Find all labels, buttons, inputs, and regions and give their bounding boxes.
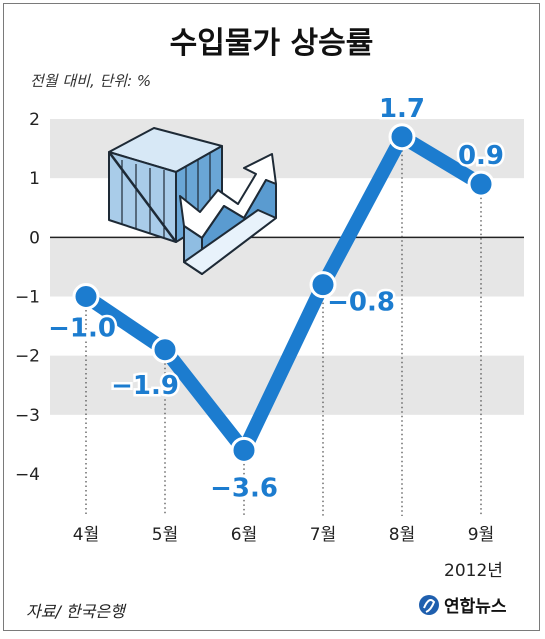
data-label: −3.6 (210, 473, 278, 503)
brand-name: 연합뉴스 (444, 597, 507, 617)
data-label: −1.0 (48, 314, 116, 344)
data-point (388, 123, 416, 151)
infographic: 수입물가 상승률 전월 대비, 단위: % (3, 3, 540, 631)
y-tick-label: −1 (15, 288, 40, 308)
x-tick-label: 7월 (310, 525, 336, 545)
x-tick-label: 4월 (73, 525, 99, 545)
cargo-box-rising-arrow-icon (107, 127, 277, 275)
x-tick-label: 9월 (468, 525, 494, 545)
drop-lines (85, 136, 482, 516)
data-point (309, 271, 337, 299)
x-axis-ticks: 4월 5월 6월 7월 8월 9월 (73, 525, 494, 545)
data-label: 0.9 (458, 141, 504, 171)
data-label: 1.7 (379, 94, 425, 124)
y-tick-label: 0 (29, 228, 40, 248)
chart-title: 수입물가 상승률 (169, 26, 374, 61)
unit-note: 전월 대비, 단위: % (30, 72, 152, 90)
year-note: 2012년 (444, 561, 503, 581)
y-tick-label: 1 (29, 169, 40, 189)
yonhap-logo-icon (419, 594, 439, 615)
data-point (151, 336, 179, 364)
data-point (467, 170, 495, 198)
brand-logo: 연합뉴스 (418, 592, 507, 617)
data-labels: −1.0 −1.9 −3.6 −0.8 1.7 0.9 (46, 91, 507, 506)
y-tick-label: −4 (15, 465, 40, 485)
series-polyline (79, 129, 488, 458)
source-note: 자료/ 한국은행 (26, 602, 125, 621)
data-label: −1.9 (111, 371, 179, 401)
data-label: −0.8 (327, 288, 395, 318)
x-tick-label: 8월 (389, 525, 415, 545)
y-tick-label: −2 (15, 347, 40, 367)
data-points (72, 123, 495, 464)
data-point (72, 283, 100, 310)
line-chart: 2 1 0 −1 −2 −3 −4 4월 5월 6월 7월 8월 9월 −1.0 −1.9 −3.6 −0.… (15, 91, 524, 545)
data-point (230, 436, 258, 464)
series-line (79, 129, 488, 458)
x-tick-label: 6월 (231, 525, 257, 545)
grid-band-1 (50, 237, 524, 297)
y-tick-label: 2 (29, 110, 40, 130)
y-axis-ticks: 2 1 0 −1 −2 −3 −4 (15, 110, 40, 485)
x-tick-label: 5월 (152, 525, 178, 545)
y-tick-label: −3 (15, 406, 40, 426)
